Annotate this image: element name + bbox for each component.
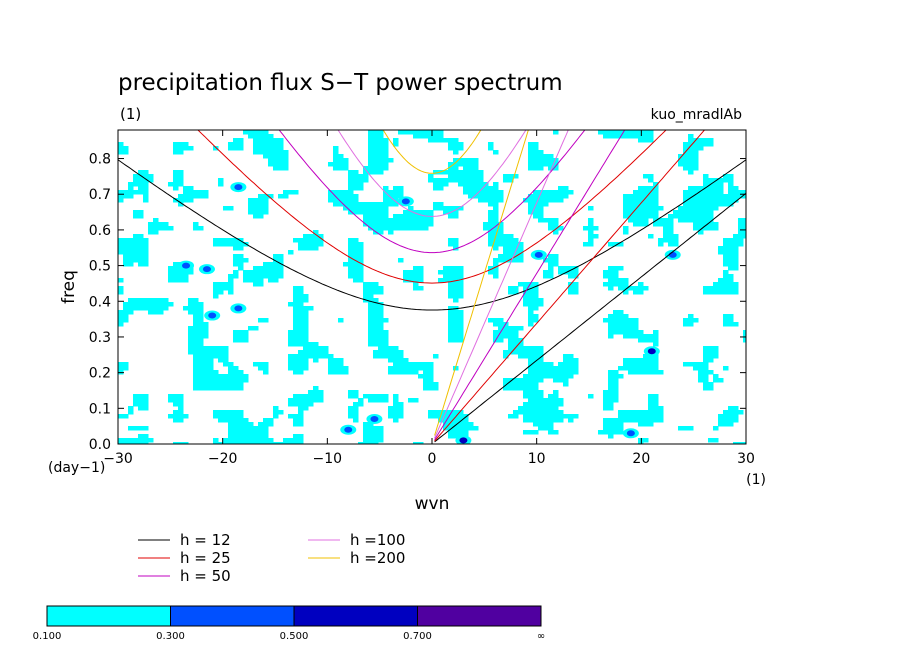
contour-patch-core [234, 305, 243, 312]
colorbar-label: 0.700 [403, 631, 432, 642]
legend-label: h =100 [350, 531, 405, 549]
dispersion-curve-kelvin [434, 130, 529, 436]
y-tick-label: 0.7 [89, 187, 111, 203]
contour-patch-core [202, 266, 211, 273]
dispersion-curve-ig [278, 130, 586, 254]
contour-patch-core [234, 184, 243, 191]
dispersion-curve-kelvin [434, 130, 626, 440]
dispersion-curve-ig [197, 130, 667, 284]
contour-patch-core [370, 416, 379, 423]
contour-patch-core [626, 430, 635, 437]
colorbar: 0.100 0.300 0.500 0.700 ∞ [33, 605, 545, 642]
colorbar-label: 0.100 [33, 631, 62, 642]
contour-patch-core [647, 348, 656, 355]
y-unit-note: (day−1) [48, 460, 105, 476]
contour-patch-core [668, 251, 677, 258]
colorbar-segment [417, 605, 542, 627]
contour-patch-core [401, 198, 410, 205]
axes: −30 −20 −10 0 10 20 30 0.0 0.1 0.2 0.3 0.4 0.5 0.6 0.7… [89, 130, 755, 467]
y-tick-label: 0.8 [89, 152, 111, 168]
y-tick-label: 0.4 [89, 294, 111, 310]
legend-label: h =200 [350, 549, 405, 567]
x-tick-label: 30 [737, 451, 755, 467]
y-tick-label: 0.2 [89, 366, 111, 382]
y-tick-label: 0.6 [89, 223, 111, 239]
y-tick-label: 0.1 [89, 401, 111, 417]
dispersion-curve-ig [118, 159, 746, 311]
x-tick-label: −30 [103, 451, 133, 467]
dispersion-curves [118, 130, 746, 443]
colorbar-label: 0.500 [280, 631, 309, 642]
contour-high-patches [178, 182, 681, 444]
x-tick-label: 10 [528, 451, 546, 467]
y-tick-label: 0.0 [89, 437, 111, 453]
dispersion-curve-kelvin [434, 130, 569, 439]
x-unit-note: (1) [746, 472, 766, 488]
colorbar-segment [46, 605, 171, 627]
colorbar-segment [293, 605, 418, 627]
x-tick-label: −10 [313, 451, 343, 467]
dispersion-curve-ig [382, 130, 482, 174]
y-tick-label: 0.3 [89, 330, 111, 346]
dispersion-curve-kelvin [434, 130, 706, 442]
colorbar-segment [170, 605, 295, 627]
legend-label: h = 50 [180, 567, 231, 585]
contour-patch-core [208, 312, 217, 319]
y-axis-label: freq [59, 270, 79, 304]
colorbar-label: ∞ [537, 631, 545, 642]
y-tick-label: 0.5 [89, 259, 111, 275]
run-label: kuo_mradlAb [651, 107, 742, 123]
legend-label: h = 12 [180, 531, 231, 549]
contour-patch-core [459, 437, 468, 444]
colorbar-label: 0.300 [156, 631, 185, 642]
contour-fill [118, 130, 746, 444]
chart-title: precipitation flux S−T power spectrum [118, 70, 563, 96]
dispersion-curve-ig [337, 130, 527, 217]
contour-patch-core [534, 251, 543, 258]
x-tick-label: 0 [428, 451, 437, 467]
x-tick-label: −20 [208, 451, 238, 467]
contour-patch-core [182, 262, 191, 269]
x-tick-label: 20 [632, 451, 650, 467]
dispersion-curve-kelvin [434, 192, 746, 443]
legend-label: h = 25 [180, 549, 231, 567]
contour-patch-core [344, 426, 353, 433]
x-axis-label: wvn [415, 494, 450, 514]
units-note: (1) [120, 105, 141, 123]
